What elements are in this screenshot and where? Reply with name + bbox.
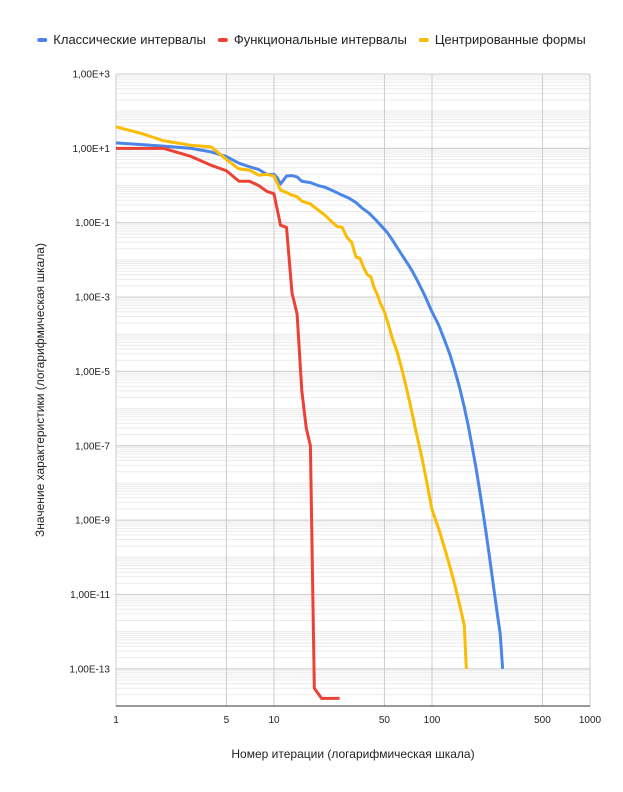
y-axis-title: Значение характеристики (логарифмическая… — [33, 243, 47, 537]
y-tick-label: 1,00E-3 — [75, 293, 110, 304]
x-tick-label: 500 — [534, 715, 551, 726]
series-line-2 — [116, 146, 340, 700]
legend-item-1: Классические интервалы — [37, 32, 206, 47]
series-lines — [115, 125, 505, 700]
legend-swatch — [37, 38, 48, 42]
y-axis-tick-labels: 1,00E+3 1,00E+1 1,00E-1 1,00E-3 1,00E-5 1,00E… — [69, 70, 110, 676]
y-tick-label: 1,00E-13 — [69, 664, 110, 675]
x-tick-label: 1000 — [579, 715, 602, 726]
y-tick-label: 1,00E-7 — [75, 441, 110, 452]
x-axis-title: Номер итерации (логарифмическая шкала) — [231, 747, 474, 761]
legend-swatch — [418, 38, 429, 42]
series-line-3 — [115, 125, 468, 669]
x-axis-tick-labels: 1 5 10 50 100 500 1000 — [113, 715, 601, 726]
x-tick-label: 10 — [268, 715, 280, 726]
legend-label: Функциональные интервалы — [234, 32, 407, 47]
legend-item-3: Центрированные формы — [418, 32, 586, 47]
y-tick-label: 1,00E-11 — [70, 590, 110, 601]
x-tick-label: 50 — [379, 715, 391, 726]
x-tick-label: 100 — [424, 715, 441, 726]
legend-label: Классические интервалы — [53, 32, 206, 47]
y-tick-label: 1,00E-1 — [75, 218, 110, 229]
legend-label: Центрированные формы — [435, 32, 586, 47]
y-tick-label: 1,00E+1 — [72, 144, 110, 155]
x-tick-label: 5 — [224, 715, 230, 726]
y-tick-label: 1,00E-9 — [75, 516, 110, 527]
y-tick-label: 1,00E+3 — [72, 70, 110, 81]
x-tick-label: 1 — [113, 715, 119, 726]
legend-swatch — [217, 38, 228, 42]
series-line-1 — [115, 141, 505, 669]
major-grid — [115, 73, 591, 707]
legend: Классические интервалы Функциональные инт… — [37, 32, 586, 47]
minor-grid — [116, 75, 590, 696]
y-tick-label: 1,00E-5 — [75, 367, 110, 378]
legend-item-2: Функциональные интервалы — [217, 32, 407, 47]
